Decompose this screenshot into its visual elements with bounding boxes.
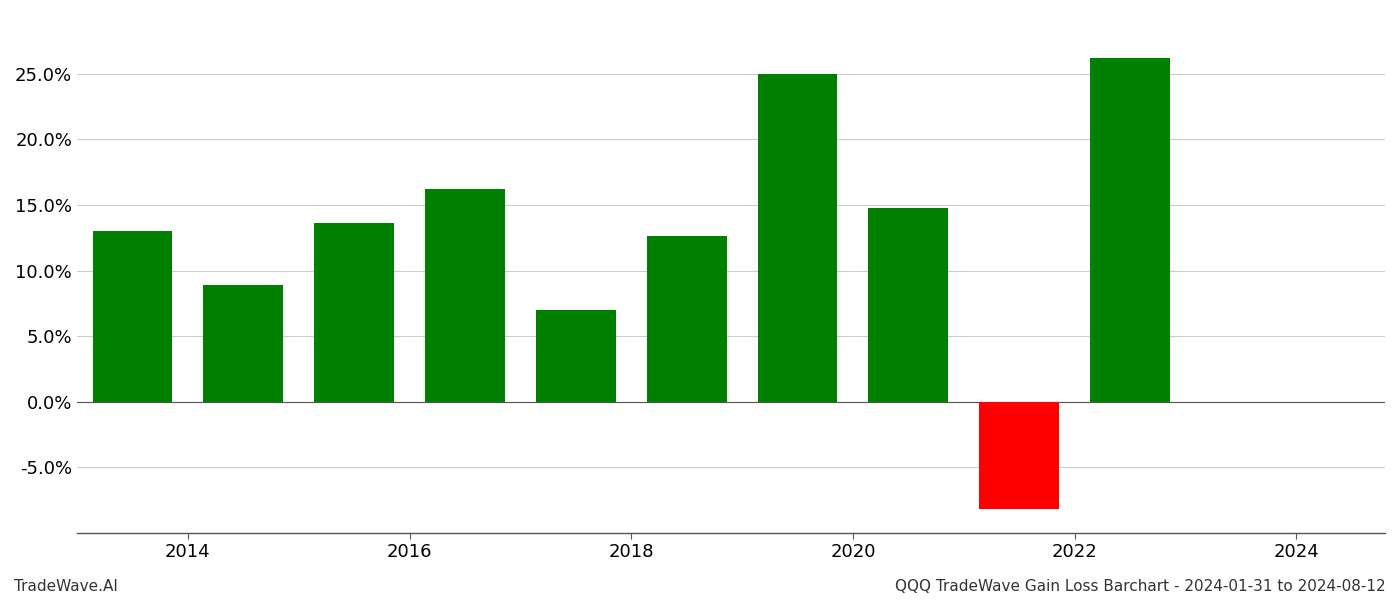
Bar: [868, 208, 948, 401]
Bar: [426, 189, 505, 401]
Text: TradeWave.AI: TradeWave.AI: [14, 579, 118, 594]
Bar: [979, 401, 1060, 509]
Bar: [314, 223, 393, 401]
Bar: [536, 310, 616, 401]
Text: QQQ TradeWave Gain Loss Barchart - 2024-01-31 to 2024-08-12: QQQ TradeWave Gain Loss Barchart - 2024-…: [896, 579, 1386, 594]
Bar: [757, 74, 837, 401]
Bar: [203, 285, 283, 401]
Bar: [1091, 58, 1170, 401]
Bar: [647, 236, 727, 401]
Bar: [92, 231, 172, 401]
